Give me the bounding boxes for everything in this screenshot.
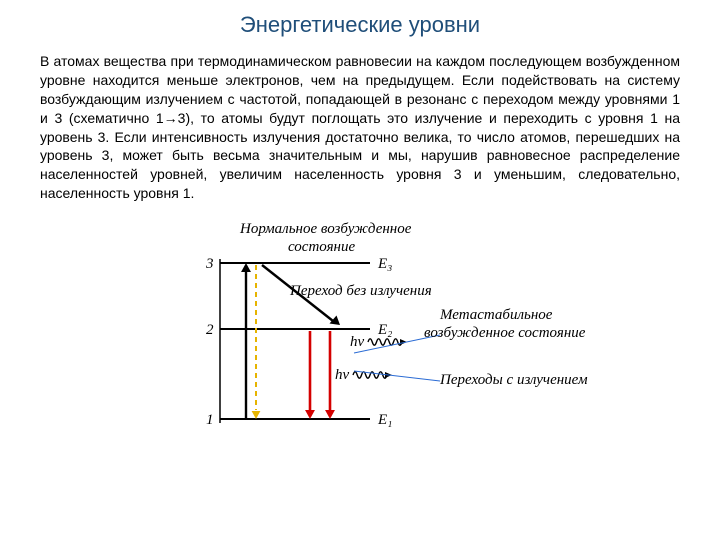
svg-text:hv: hv [350, 334, 365, 350]
svg-text:3: 3 [205, 256, 214, 272]
svg-text:состояние: состояние [288, 239, 355, 255]
page-title: Энергетические уровни [40, 12, 680, 38]
svg-text:E₂: E₂ [377, 322, 392, 338]
svg-text:hv: hv [335, 367, 350, 383]
svg-text:Переходы с излучением: Переходы с излучением [439, 372, 588, 388]
svg-text:возбужденное состояние: возбужденное состояние [424, 325, 586, 341]
svg-text:Нормальное возбужденное: Нормальное возбужденное [239, 221, 412, 237]
svg-text:Метастабильное: Метастабильное [439, 307, 553, 323]
svg-text:2: 2 [206, 322, 214, 338]
svg-text:E₃: E₃ [377, 256, 392, 272]
svg-text:Переход без излучения: Переход без излучения [289, 283, 432, 299]
svg-text:1: 1 [206, 412, 214, 428]
energy-level-diagram: 3 E₃ 2 E₂ 1 E₁ hv hv Нормальное возбужденное сост… [150, 219, 610, 454]
svg-text:E₁: E₁ [377, 412, 392, 428]
body-paragraph: В атомах вещества при термодинамическом … [40, 52, 680, 203]
